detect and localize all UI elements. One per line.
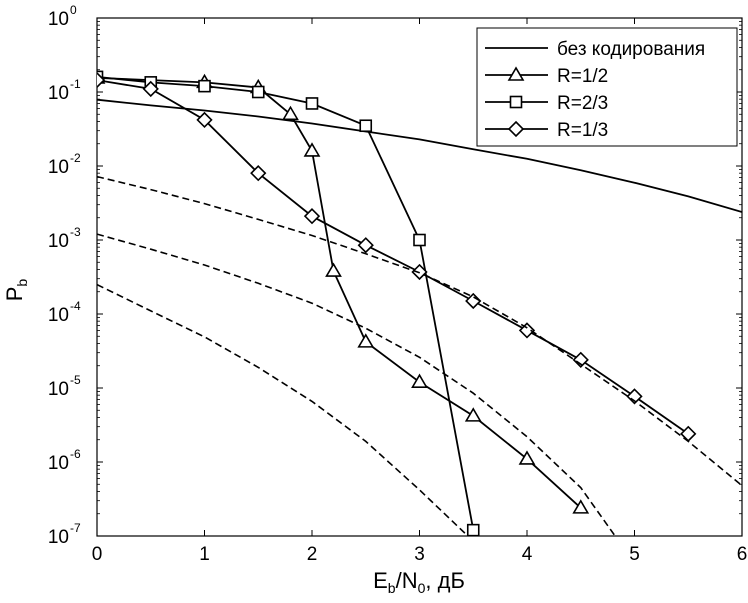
series--: [97, 98, 742, 213]
y-tick-label-base: 10: [48, 527, 69, 548]
data-point: [413, 233, 426, 247]
data-point: [303, 142, 321, 157]
data-point: [464, 407, 482, 422]
x-tick-label: 0: [92, 544, 103, 565]
x-tick-label: 4: [522, 544, 533, 565]
series-line: [97, 76, 475, 531]
data-point: [303, 208, 321, 225]
y-axis-label: Pb: [2, 279, 30, 302]
y-tick-label: 10: [48, 527, 69, 548]
data-point: [142, 80, 159, 98]
y-tick-label: 10: [48, 83, 69, 104]
series-line: [97, 283, 469, 536]
y-tick-label-exponent: -6: [70, 447, 81, 461]
legend-label: R=1/3: [557, 120, 608, 141]
data-point: [357, 237, 374, 254]
series-line: [97, 79, 689, 435]
y-tick-label-exponent: -7: [70, 521, 81, 535]
legend-label: без кодирования: [557, 39, 705, 60]
y-axis-label-main: P: [2, 287, 27, 302]
series-layer: [97, 69, 742, 536]
data-point: [357, 333, 375, 348]
legend-marker: [507, 120, 525, 138]
data-point: [196, 111, 213, 129]
x-tick-label: 2: [307, 544, 318, 565]
legend-label: R=1/2: [557, 66, 608, 87]
y-tick-label: 10: [48, 231, 69, 252]
y-tick-label-exponent: -1: [70, 77, 81, 91]
data-point: [250, 165, 267, 182]
y-tick-label-base: 10: [48, 9, 69, 30]
x-axis-label-tail: , дБ: [425, 568, 465, 593]
y-axis-label-sub: b: [14, 279, 30, 287]
series-line: [97, 98, 742, 213]
legend-marker: [509, 95, 523, 109]
y-tick-label-exponent: -4: [70, 299, 81, 313]
data-point: [518, 450, 536, 465]
x-tick-label: 3: [414, 544, 425, 565]
legend-label: R=2/3: [557, 93, 608, 114]
data-point: [97, 71, 106, 89]
y-tick-label: 10: [48, 157, 69, 178]
y-tick-label-base: 10: [48, 305, 69, 326]
y-tick-label: 10: [48, 379, 69, 400]
series-line: [97, 233, 616, 536]
y-tick-label-exponent: 0: [70, 3, 77, 17]
x-axis-label-sub2: 0: [418, 580, 426, 596]
y-tick-label-base: 10: [48, 83, 69, 104]
data-point: [359, 119, 373, 133]
x-axis-label: Eb/N0, дБ: [373, 568, 465, 596]
data-point: [251, 85, 265, 99]
y-tick-label-exponent: -5: [70, 373, 81, 387]
legend: без кодирования R=1/2 R=2/3 R=1/3: [476, 27, 738, 147]
series-dashed-4: [97, 175, 742, 487]
data-point: [305, 97, 319, 110]
data-point: [325, 262, 342, 277]
x-axis-label-mid: /N: [396, 568, 418, 593]
y-tick-label-exponent: -2: [70, 151, 81, 165]
y-tick-label: 10: [48, 9, 69, 30]
y-tick-label-exponent: -3: [70, 225, 81, 239]
data-point: [411, 373, 428, 388]
y-tick-label-base: 10: [48, 379, 69, 400]
x-tick-label: 1: [199, 544, 210, 565]
y-tick-label-base: 10: [48, 157, 69, 178]
y-tick-label-base: 10: [48, 453, 69, 474]
series-dashed-5: [97, 233, 616, 536]
data-point: [282, 105, 299, 121]
y-tick-label-base: 10: [48, 231, 69, 252]
y-tick-label: 10: [48, 453, 69, 474]
data-point: [572, 351, 589, 368]
legend-items: без кодирования R=1/2 R=2/3 R=1/3: [485, 39, 705, 141]
y-tick-label: 10: [48, 305, 69, 326]
x-axis-label-main: E: [373, 568, 388, 593]
data-point: [572, 499, 590, 514]
legend-marker: [507, 66, 525, 81]
data-point: [198, 79, 211, 93]
x-axis-label-sub1: b: [388, 580, 396, 596]
x-tick-label: 6: [737, 544, 748, 565]
series-dashed-6: [97, 283, 469, 536]
data-point: [466, 523, 480, 536]
series-R-1-3: [97, 71, 697, 442]
data-point: [518, 322, 536, 339]
data-point: [626, 388, 643, 405]
series-line: [97, 175, 742, 487]
x-tick-label: 5: [629, 544, 640, 565]
